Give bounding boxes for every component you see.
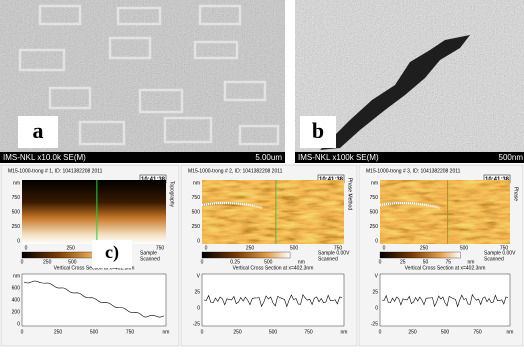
profile-x-label: 750 bbox=[126, 329, 135, 335]
figure: a IMS-NKL x10.0k SE(M) 5.00um b IMS-NKL … bbox=[0, 0, 524, 347]
caption: IMS-NKL x100k SE(M) bbox=[298, 153, 379, 162]
scanned-label: Scanned bbox=[140, 256, 160, 262]
image-x-label: 750 bbox=[156, 245, 165, 251]
panel-label: b bbox=[312, 118, 324, 143]
profile-x-label: nm bbox=[507, 329, 514, 335]
profile-x-label: 0 bbox=[379, 329, 382, 335]
profile-y-label: 0 bbox=[375, 305, 378, 311]
image-y-label: nm bbox=[13, 180, 20, 186]
profile-y-label: -25 bbox=[193, 321, 200, 327]
colorbar bbox=[202, 252, 290, 258]
profile-x-label: 750 bbox=[304, 329, 313, 335]
section-title: Vertical Cross Section at x=402.3nm bbox=[405, 265, 486, 271]
image-y-label: nm bbox=[193, 180, 200, 186]
image-x-label: 250 bbox=[246, 245, 255, 251]
image-y-label: 500 bbox=[12, 209, 21, 215]
side-label: Topography bbox=[169, 181, 175, 208]
panel-header: M15-1000-trong # 1, ID: 1041382208 2011 bbox=[8, 168, 103, 174]
profile-x-label: 250 bbox=[408, 329, 417, 335]
image-y-label: 250 bbox=[192, 224, 201, 230]
profile-frame bbox=[22, 274, 166, 326]
profile-x-label: 250 bbox=[233, 329, 242, 335]
image-y-label: 750 bbox=[192, 195, 201, 201]
profile-y-label: -25 bbox=[371, 321, 378, 327]
profile-x-label: nm bbox=[163, 329, 170, 335]
image-x-label: 0 bbox=[383, 245, 386, 251]
profile-x-label: 0 bbox=[201, 329, 204, 335]
panel-header: M15-1000-trong # 3, ID: 1041382208 2011 bbox=[366, 168, 461, 174]
profile-y-label: 0 bbox=[17, 321, 20, 327]
profile-y-label: 25 bbox=[372, 289, 378, 295]
image-y-label: 500 bbox=[370, 209, 379, 215]
side-label: Phase Method bbox=[347, 178, 353, 210]
afm-panels: M15-1000-trong # 1, ID: 1041382208 20111… bbox=[1, 165, 523, 346]
image-y-label: nm bbox=[371, 180, 378, 186]
profile-x-label: 250 bbox=[54, 329, 63, 335]
image-y-label: 250 bbox=[12, 224, 21, 230]
sem-image-b: b IMS-NKL x100k SE(M) 500nm bbox=[295, 0, 524, 163]
image-y-label: 750 bbox=[370, 195, 379, 201]
profile-y-label: 200 bbox=[12, 309, 21, 315]
profile-x-label: 0 bbox=[21, 329, 24, 335]
colorbar-label: 0 bbox=[379, 259, 382, 265]
profile-y-label: 400 bbox=[12, 297, 21, 303]
colorbar bbox=[380, 252, 461, 258]
panel-header: M15-1000-trong # 2, ID: 1041382208 2011 bbox=[188, 168, 283, 174]
profile-x-label: nm bbox=[341, 329, 348, 335]
image-x-label: 250 bbox=[66, 245, 75, 251]
profile-x-label: 500 bbox=[90, 329, 99, 335]
profile-y-label: 600 bbox=[12, 285, 21, 291]
sem-image-a: a IMS-NKL x10.0k SE(M) 5.00um bbox=[0, 0, 285, 163]
scanned-label: Scanned bbox=[318, 256, 338, 262]
scale-label: 5.00um bbox=[255, 153, 282, 162]
section-title: Vertical Cross Section at x=402.3nm bbox=[233, 265, 314, 271]
image-x-label: 0 bbox=[25, 245, 28, 251]
image-y-label: 500 bbox=[192, 209, 201, 215]
image-y-label: 250 bbox=[370, 224, 379, 230]
profile-y-label: 25 bbox=[194, 289, 200, 295]
profile-y-label: 0 bbox=[197, 305, 200, 311]
profile-frame bbox=[202, 274, 344, 326]
page: a IMS-NKL x10.0k SE(M) 5.00um b IMS-NKL … bbox=[0, 0, 524, 347]
image-y-label: 0 bbox=[375, 238, 378, 244]
colorbar-label: 0 bbox=[21, 259, 24, 265]
afm-image bbox=[22, 180, 166, 244]
panel-label: a bbox=[33, 118, 44, 143]
afm-texture bbox=[380, 180, 510, 244]
image-x-label: 0 bbox=[205, 245, 208, 251]
scale-label: 500nm bbox=[499, 153, 524, 162]
image-y-label: 750 bbox=[12, 195, 21, 201]
colorbar-label: 0 bbox=[201, 259, 204, 265]
scanned-label: Scanned bbox=[484, 256, 504, 262]
profile-x-label: 500 bbox=[269, 329, 278, 335]
image-x-label: 250 bbox=[420, 245, 429, 251]
image-x-label: 500 bbox=[290, 245, 299, 251]
panel-label: c) bbox=[105, 242, 119, 263]
colorbar-label: 250 bbox=[43, 259, 52, 265]
image-y-label: 0 bbox=[17, 238, 20, 244]
caption: IMS-NKL x10.0k SE(M) bbox=[3, 153, 86, 162]
afm-texture bbox=[202, 180, 344, 244]
profile-x-label: 500 bbox=[441, 329, 450, 335]
image-x-label: 500 bbox=[460, 245, 469, 251]
image-y-label: 0 bbox=[197, 238, 200, 244]
side-label: Phase bbox=[513, 187, 519, 201]
profile-x-label: 750 bbox=[473, 329, 482, 335]
profile-y-label: nm bbox=[13, 273, 20, 279]
